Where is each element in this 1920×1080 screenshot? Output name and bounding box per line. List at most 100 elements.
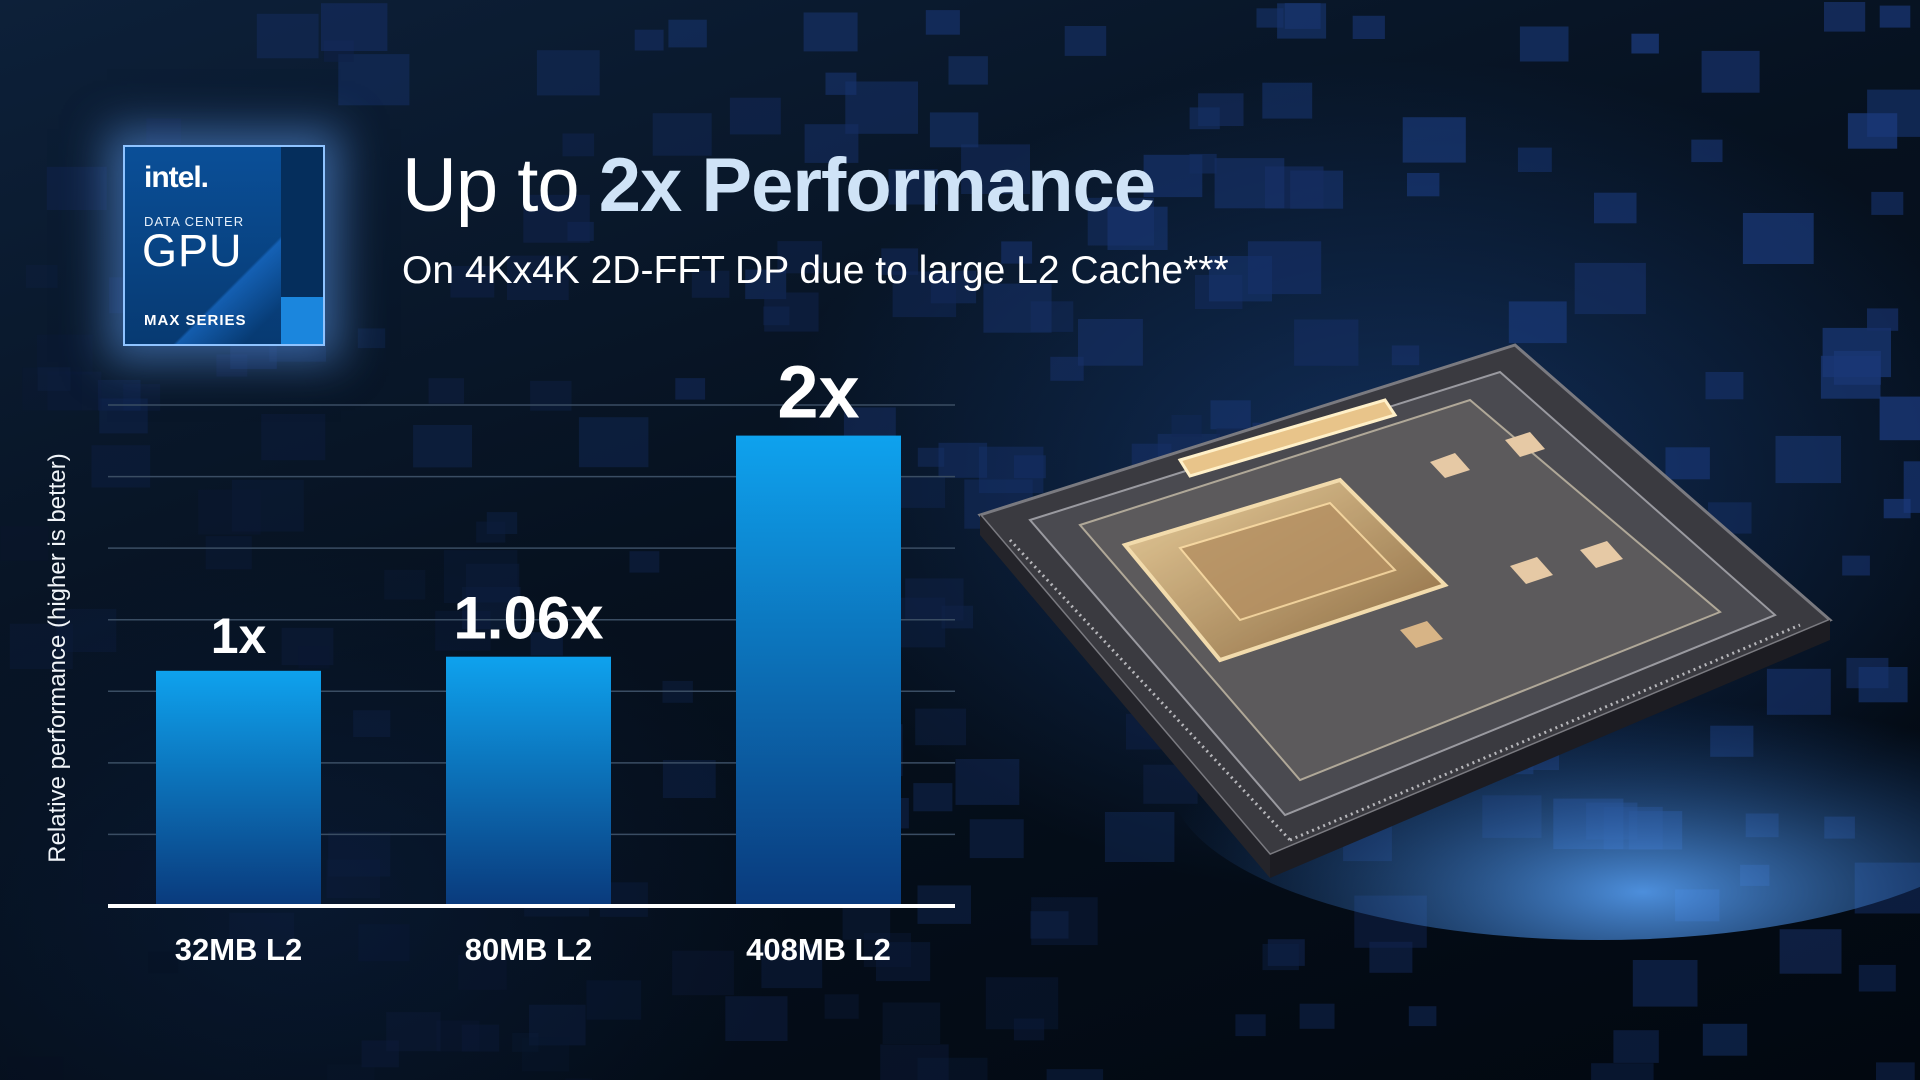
background-cube: [888, 169, 938, 205]
background-cube: [198, 489, 261, 535]
badge-accent-dark: [281, 147, 323, 297]
background-cube: [7, 1056, 64, 1080]
background-cube: [985, 977, 1059, 1030]
background-cube: [917, 447, 945, 467]
background-cube: [413, 425, 472, 468]
background-cube: [876, 942, 931, 982]
background-cube: [1262, 943, 1299, 971]
background-cube: [1883, 498, 1911, 519]
title-prefix: Up to: [402, 143, 599, 228]
background-cube: [1352, 15, 1385, 40]
background-cube: [1247, 241, 1322, 295]
background-cube: [1820, 355, 1881, 399]
background-cube: [281, 627, 334, 666]
background-cube: [863, 933, 911, 967]
background-cube: [1517, 147, 1552, 172]
background-cube: [586, 980, 642, 1020]
background-cube: [443, 550, 518, 603]
background-cube: [37, 367, 71, 391]
background-cube: [0, 526, 49, 561]
category-label: 408MB L2: [746, 932, 891, 967]
background-cube: [880, 1044, 949, 1080]
background-cube: [321, 3, 388, 51]
background-cube: [578, 417, 649, 468]
background-cube: [529, 1004, 586, 1046]
background-cube: [1702, 1023, 1748, 1056]
background-cube: [476, 521, 506, 543]
background-cube: [764, 292, 819, 332]
background-cube: [882, 1002, 941, 1044]
background-cube: [1613, 1030, 1659, 1063]
background-cube: [825, 72, 857, 95]
background-cube: [82, 850, 157, 904]
slide-title: Up to 2x Performance: [402, 148, 1156, 224]
background-cube: [1574, 262, 1646, 315]
background-cube: [231, 479, 304, 532]
badge-max-series-text: MAX SERIES: [144, 312, 247, 329]
background-cube: [1107, 206, 1168, 250]
background-cube: [1691, 139, 1723, 163]
category-label: 32MB L2: [175, 932, 302, 967]
background-cube: [824, 994, 859, 1019]
background-cube: [1842, 555, 1870, 576]
background-cube: [148, 951, 179, 974]
background-cube: [1267, 939, 1305, 966]
bar: [736, 435, 901, 906]
background-cube: [338, 54, 410, 106]
background-cube: [1871, 191, 1904, 215]
background-cube: [1705, 372, 1744, 400]
background-cube: [761, 944, 823, 989]
background-cube: [1824, 2, 1866, 32]
background-cube: [983, 283, 1052, 333]
background-cube: [1210, 400, 1251, 430]
background-cube: [1078, 319, 1143, 366]
intel-data-center-gpu-badge: intel. DATA CENTER GPU MAX SERIES: [123, 145, 325, 346]
background-cube: [46, 166, 107, 210]
background-cube: [955, 759, 1020, 805]
background-cube: [261, 414, 326, 461]
background-cube: [915, 708, 966, 746]
background-cube: [1214, 158, 1285, 209]
background-cube: [729, 97, 781, 135]
background-cube: [925, 10, 960, 35]
background-cube: [256, 13, 319, 59]
background-cube: [1879, 396, 1920, 441]
background-cube: [25, 265, 58, 288]
background-cube: [1408, 1006, 1437, 1027]
background-cube: [1277, 3, 1327, 39]
background-cube: [1046, 1069, 1104, 1080]
background-cube: [917, 1057, 988, 1080]
background-cube: [1189, 153, 1217, 174]
background-cube: [1262, 82, 1313, 119]
background-cube: [9, 623, 73, 669]
background-cube: [386, 1012, 441, 1052]
background-cube: [461, 1024, 500, 1052]
background-cube: [652, 113, 712, 156]
background-cube: [1407, 173, 1440, 197]
background-cube: [900, 476, 946, 508]
background-cube: [328, 831, 391, 877]
background-cube: [562, 133, 595, 157]
background-cube: [1858, 964, 1896, 992]
background-cube: [353, 710, 391, 737]
background-cube: [1631, 33, 1659, 54]
background-cube: [428, 378, 464, 404]
background-cube: [47, 371, 102, 411]
background-cube: [1001, 241, 1033, 264]
background-cube: [536, 50, 600, 96]
background-cube: [358, 924, 410, 962]
background-cube: [22, 367, 82, 411]
background-cube: [1031, 897, 1098, 946]
background-cube: [450, 266, 495, 298]
background-cube: [146, 118, 182, 144]
background-cube: [326, 859, 380, 899]
background-cube: [881, 248, 919, 275]
background-cube: [462, 587, 521, 630]
category-label: 80MB L2: [465, 932, 592, 967]
background-cube: [777, 241, 823, 274]
value-labels: 1x 1.06x 2x: [211, 351, 860, 664]
background-cube: [1013, 1018, 1045, 1041]
background-cube: [56, 608, 117, 652]
